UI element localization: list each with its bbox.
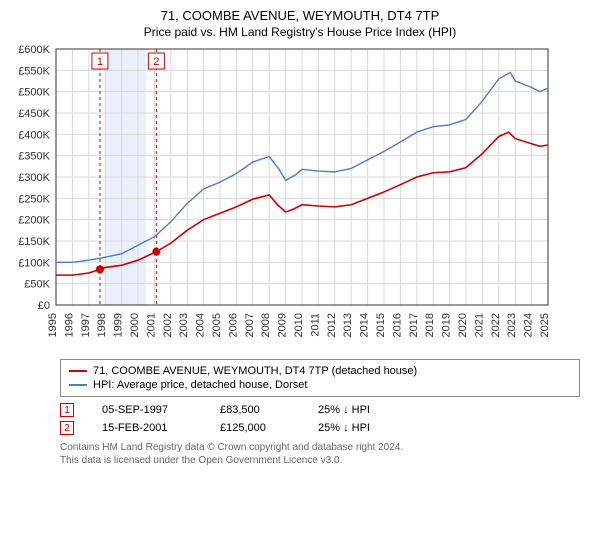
svg-text:2019: 2019 — [441, 313, 453, 337]
svg-text:2000: 2000 — [129, 313, 141, 337]
svg-text:2008: 2008 — [260, 313, 272, 337]
svg-text:£400K: £400K — [18, 129, 50, 141]
svg-text:£500K: £500K — [18, 87, 50, 99]
legend-row: HPI: Average price, detached house, Dors… — [69, 378, 571, 392]
legend-swatch — [69, 370, 87, 372]
svg-text:£450K: £450K — [18, 108, 50, 120]
svg-text:2012: 2012 — [326, 313, 338, 337]
svg-text:2025: 2025 — [539, 313, 551, 337]
legend-label: 71, COOMBE AVENUE, WEYMOUTH, DT4 7TP (de… — [93, 365, 417, 377]
svg-text:£300K: £300K — [18, 172, 50, 184]
footnote-line-2: This data is licensed under the Open Gov… — [60, 454, 580, 467]
svg-text:£200K: £200K — [18, 215, 50, 227]
svg-text:1995: 1995 — [47, 313, 59, 337]
chart-title: 71, COOMBE AVENUE, WEYMOUTH, DT4 7TP — [0, 0, 600, 23]
transaction-row: 2 15-FEB-2001 £125,000 25% ↓ HPI — [60, 419, 580, 437]
svg-text:2005: 2005 — [211, 313, 223, 337]
legend-row: 71, COOMBE AVENUE, WEYMOUTH, DT4 7TP (de… — [69, 364, 571, 378]
svg-text:£150K: £150K — [18, 236, 50, 248]
svg-text:2015: 2015 — [375, 313, 387, 337]
svg-text:2: 2 — [153, 56, 159, 68]
svg-text:2023: 2023 — [506, 313, 518, 337]
transaction-date: 05-SEP-1997 — [102, 404, 192, 416]
svg-text:2006: 2006 — [227, 313, 239, 337]
svg-text:2001: 2001 — [145, 313, 157, 337]
svg-text:2024: 2024 — [523, 313, 535, 337]
svg-text:2017: 2017 — [408, 313, 420, 337]
svg-text:2009: 2009 — [277, 313, 289, 337]
transaction-hpi: 25% ↓ HPI — [318, 404, 418, 416]
svg-text:2022: 2022 — [490, 313, 502, 337]
transaction-date: 15-FEB-2001 — [102, 422, 192, 434]
svg-text:£550K: £550K — [18, 65, 50, 77]
svg-text:2016: 2016 — [391, 313, 403, 337]
legend: 71, COOMBE AVENUE, WEYMOUTH, DT4 7TP (de… — [60, 359, 580, 397]
svg-text:£100K: £100K — [18, 257, 50, 269]
chart-subtitle: Price paid vs. HM Land Registry's House … — [0, 23, 600, 43]
transaction-marker: 1 — [60, 403, 74, 417]
transaction-price: £83,500 — [220, 404, 290, 416]
svg-text:1998: 1998 — [96, 313, 108, 337]
price-chart: £0 £50K £100K £150K £200K £250K £300K £350K £400… — [0, 43, 560, 353]
svg-text:1999: 1999 — [113, 313, 125, 337]
svg-text:£350K: £350K — [18, 151, 50, 163]
svg-text:2002: 2002 — [162, 313, 174, 337]
legend-swatch — [69, 384, 87, 386]
svg-text:2014: 2014 — [359, 313, 371, 337]
svg-text:1: 1 — [97, 56, 103, 68]
svg-text:£50K: £50K — [24, 279, 50, 291]
svg-text:£600K: £600K — [18, 44, 50, 56]
transaction-table: 1 05-SEP-1997 £83,500 25% ↓ HPI 2 15-FEB-2001… — [60, 401, 580, 437]
svg-text:£0: £0 — [38, 300, 50, 312]
svg-text:1997: 1997 — [80, 313, 92, 337]
svg-text:2021: 2021 — [473, 313, 485, 337]
transaction-row: 1 05-SEP-1997 £83,500 25% ↓ HPI — [60, 401, 580, 419]
svg-text:2020: 2020 — [457, 313, 469, 337]
svg-text:1996: 1996 — [63, 313, 75, 337]
transaction-hpi: 25% ↓ HPI — [318, 422, 418, 434]
svg-text:2013: 2013 — [342, 313, 354, 337]
svg-text:£250K: £250K — [18, 193, 50, 205]
transaction-price: £125,000 — [220, 422, 290, 434]
svg-text:2011: 2011 — [309, 313, 321, 337]
svg-text:2010: 2010 — [293, 313, 305, 337]
footnote-line-1: Contains HM Land Registry data © Crown c… — [60, 441, 580, 454]
svg-text:2007: 2007 — [244, 313, 256, 337]
transaction-marker: 2 — [60, 421, 74, 435]
svg-text:2004: 2004 — [195, 313, 207, 337]
legend-label: HPI: Average price, detached house, Dors… — [93, 379, 307, 391]
svg-text:2018: 2018 — [424, 313, 436, 337]
footnote: Contains HM Land Registry data © Crown c… — [60, 441, 580, 467]
svg-text:2003: 2003 — [178, 313, 190, 337]
chart-container: £0 £50K £100K £150K £200K £250K £300K £350K £400… — [0, 43, 600, 353]
